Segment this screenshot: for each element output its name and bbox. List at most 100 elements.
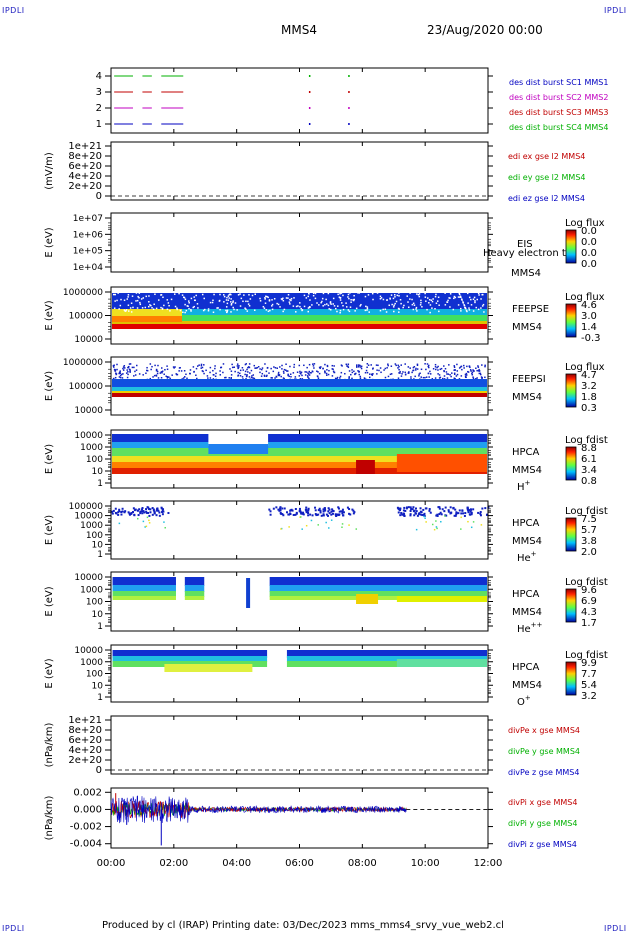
speckle [476, 298, 479, 301]
speckle [333, 371, 335, 374]
speckle [304, 508, 307, 511]
speckle [136, 509, 139, 512]
speckle [342, 514, 345, 517]
speckle [314, 513, 317, 516]
speckle [287, 374, 289, 377]
speckle [134, 370, 136, 373]
speckle [285, 363, 287, 365]
speckle [277, 303, 280, 306]
y-tick-label: 10000 [74, 646, 103, 656]
y-tick-label: 0.002 [73, 787, 102, 798]
y-tick-label: -0.002 [70, 822, 102, 833]
speckle [256, 366, 258, 369]
speckle [321, 297, 324, 300]
speckle [190, 297, 193, 300]
speckle [428, 364, 430, 367]
speckle [222, 371, 224, 374]
speckle [351, 371, 354, 374]
colorbar-tick-label: 5.7 [581, 525, 597, 536]
y-tick-label: 1e+05 [73, 247, 103, 257]
speckle [466, 506, 469, 509]
speckle [148, 301, 150, 303]
speckle [470, 513, 473, 516]
speckle [142, 297, 145, 299]
speckle [372, 367, 374, 369]
speckle [230, 374, 233, 376]
speckle [389, 373, 392, 376]
speckle [142, 520, 145, 523]
speckle [153, 374, 156, 377]
speckle [348, 310, 351, 313]
speckle [195, 374, 197, 377]
speckle [384, 376, 387, 379]
speckle [237, 375, 239, 377]
speckle [116, 363, 118, 366]
speckle [174, 305, 177, 308]
speckle [113, 368, 116, 371]
speckle [282, 514, 285, 517]
speckle [341, 510, 344, 513]
speckle [128, 363, 131, 365]
y-tick-label: 1e+06 [73, 230, 104, 240]
speckle [239, 293, 241, 295]
speckle [337, 305, 339, 307]
speckle [300, 516, 302, 518]
speckle [349, 513, 352, 516]
speckle [122, 366, 125, 368]
speckle [449, 293, 452, 295]
speckle [308, 306, 311, 309]
speckle [120, 510, 123, 513]
band [112, 391, 487, 393]
speckle [476, 377, 478, 379]
speckle [218, 300, 221, 302]
band [112, 379, 487, 389]
speckle [188, 307, 190, 310]
speckle [209, 371, 211, 374]
speckle [135, 292, 138, 294]
speckle [122, 367, 124, 370]
speckle [354, 310, 356, 312]
speckle [330, 513, 333, 516]
speckle [348, 512, 351, 515]
speckle [331, 368, 334, 370]
colorbar-tick-label: 3.2 [581, 381, 597, 392]
speckle [136, 307, 139, 309]
speckle [261, 372, 264, 375]
speckle [314, 297, 317, 300]
speckle [182, 311, 184, 314]
speckle [447, 510, 450, 513]
speckle [171, 374, 173, 376]
speckle [181, 294, 184, 296]
speckle [315, 514, 318, 517]
speckle [209, 366, 212, 369]
speckle [227, 295, 230, 297]
speckle [468, 309, 471, 311]
speckle [148, 522, 151, 524]
speckle [414, 512, 417, 515]
instrument-name: HPCA [512, 518, 540, 529]
speckle [337, 293, 339, 296]
speckle [471, 371, 474, 374]
speckle [253, 309, 256, 311]
speckle [149, 377, 152, 380]
speckle [324, 371, 326, 374]
speckle [358, 292, 361, 294]
speckle [341, 365, 343, 367]
colorbar [565, 446, 577, 481]
speckle [234, 302, 237, 304]
speckle [331, 509, 334, 512]
speckle [151, 365, 153, 368]
speckle [220, 366, 223, 369]
speckle [162, 296, 164, 299]
speckle [293, 363, 296, 366]
colorbar-tick-label: 9.6 [581, 585, 597, 596]
speckle [326, 365, 329, 368]
speckle [438, 304, 440, 306]
colorbar-tick-label: 5.4 [581, 680, 597, 691]
feepse-y-ticks: 1000000 100000 10000 [63, 288, 493, 345]
speckle [200, 367, 202, 369]
band [184, 577, 205, 586]
hpca_o-y-axis-label: E (eV) [44, 658, 55, 688]
species-label: He++ [517, 621, 543, 635]
speckle [441, 508, 444, 511]
